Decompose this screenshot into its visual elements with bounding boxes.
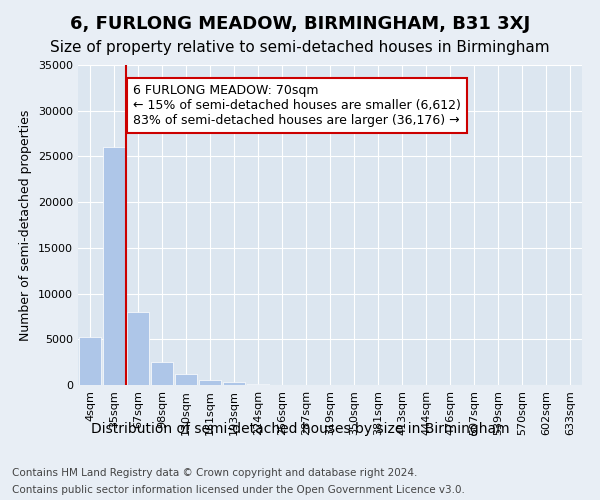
Y-axis label: Number of semi-detached properties: Number of semi-detached properties — [19, 110, 32, 340]
Bar — [151, 362, 173, 385]
Bar — [223, 382, 245, 385]
Bar — [175, 374, 197, 385]
Text: 6 FURLONG MEADOW: 70sqm
← 15% of semi-detached houses are smaller (6,612)
83% of: 6 FURLONG MEADOW: 70sqm ← 15% of semi-de… — [133, 84, 461, 127]
Bar — [199, 380, 221, 385]
Bar — [127, 312, 149, 385]
Bar — [103, 148, 125, 385]
Bar — [247, 384, 269, 385]
Bar — [79, 336, 101, 385]
Text: Distribution of semi-detached houses by size in Birmingham: Distribution of semi-detached houses by … — [91, 422, 509, 436]
Text: Contains HM Land Registry data © Crown copyright and database right 2024.: Contains HM Land Registry data © Crown c… — [12, 468, 418, 477]
Text: 6, FURLONG MEADOW, BIRMINGHAM, B31 3XJ: 6, FURLONG MEADOW, BIRMINGHAM, B31 3XJ — [70, 15, 530, 33]
Text: Contains public sector information licensed under the Open Government Licence v3: Contains public sector information licen… — [12, 485, 465, 495]
Text: Size of property relative to semi-detached houses in Birmingham: Size of property relative to semi-detach… — [50, 40, 550, 55]
